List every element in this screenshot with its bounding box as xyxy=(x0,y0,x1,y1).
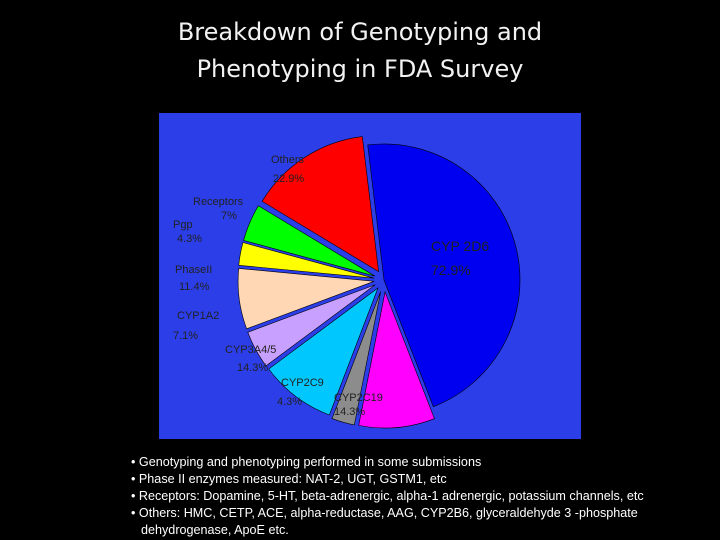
title-line-1: Breakdown of Genotyping and xyxy=(177,18,543,46)
note-item: • Others: HMC, CETP, ACE, alpha-reductas… xyxy=(131,506,638,520)
slice-label-receptors: Receptors xyxy=(193,196,244,208)
pie-slice-cyp3a4-5 xyxy=(268,287,379,416)
slice-label-cyp3a4-5: CYP3A4/5 xyxy=(225,344,276,356)
slice-label-cyp-2d6: CYP 2D6 xyxy=(431,238,489,254)
pie-slice-pgp xyxy=(238,242,375,279)
slice-value-phaseii: 11.4% xyxy=(179,281,210,293)
slice-value-others: 22.9% xyxy=(273,173,304,185)
note-item: • Phase II enzymes measured: NAT-2, UGT,… xyxy=(131,472,447,486)
title-line-2: Phenotyping in FDA Survey xyxy=(196,55,524,83)
pie-slice-cyp1a2 xyxy=(247,284,376,367)
slice-value-receptors: 7% xyxy=(221,210,237,222)
slice-value-pgp: 4.3% xyxy=(177,233,202,245)
slice-value-cyp3a4-5: 14.3% xyxy=(237,362,268,374)
slice-label-cyp1a2: CYP1A2 xyxy=(177,310,219,322)
pie-slice-phaseii xyxy=(237,268,375,330)
pie-slice-receptors xyxy=(243,205,375,277)
notes-list: • Genotyping and phenotyping performed i… xyxy=(131,454,716,539)
pie-slice-others xyxy=(261,136,379,273)
pie-chart-panel: CYP 2D6 72.9% CYP2C19 14.3% CYP2C9 4.3% CYP3A4… xyxy=(159,113,581,439)
slice-label-cyp2c9: CYP2C9 xyxy=(281,377,324,389)
pie-slice-cyp2c9 xyxy=(331,291,381,426)
note-item: • Receptors: Dopamine, 5-HT, beta-adrene… xyxy=(131,489,644,503)
slice-label-others: Others xyxy=(271,154,305,166)
page-title: Breakdown of Genotyping and Phenotyping … xyxy=(0,14,720,88)
note-item: • Genotyping and phenotyping performed i… xyxy=(131,455,482,469)
slice-value-cyp1a2: 7.1% xyxy=(173,330,198,342)
slice-label-cyp2c19: CYP2C19 xyxy=(334,392,383,404)
slice-label-pgp: Pgp xyxy=(173,219,193,231)
slice-label-phaseii: PhaseII xyxy=(175,264,212,276)
pie-slice-cyp-2d6 xyxy=(367,143,521,408)
note-item-continuation: dehydrogenase, ApoE etc. xyxy=(141,523,289,537)
slice-value-cyp-2d6: 72.9% xyxy=(431,262,471,278)
pie-chart: CYP 2D6 72.9% CYP2C19 14.3% CYP2C9 4.3% CYP3A4… xyxy=(159,113,581,439)
pie-slice-cyp2c19 xyxy=(358,290,435,429)
slice-value-cyp2c9: 4.3% xyxy=(277,396,302,408)
slice-value-cyp2c19: 14.3% xyxy=(334,406,365,418)
